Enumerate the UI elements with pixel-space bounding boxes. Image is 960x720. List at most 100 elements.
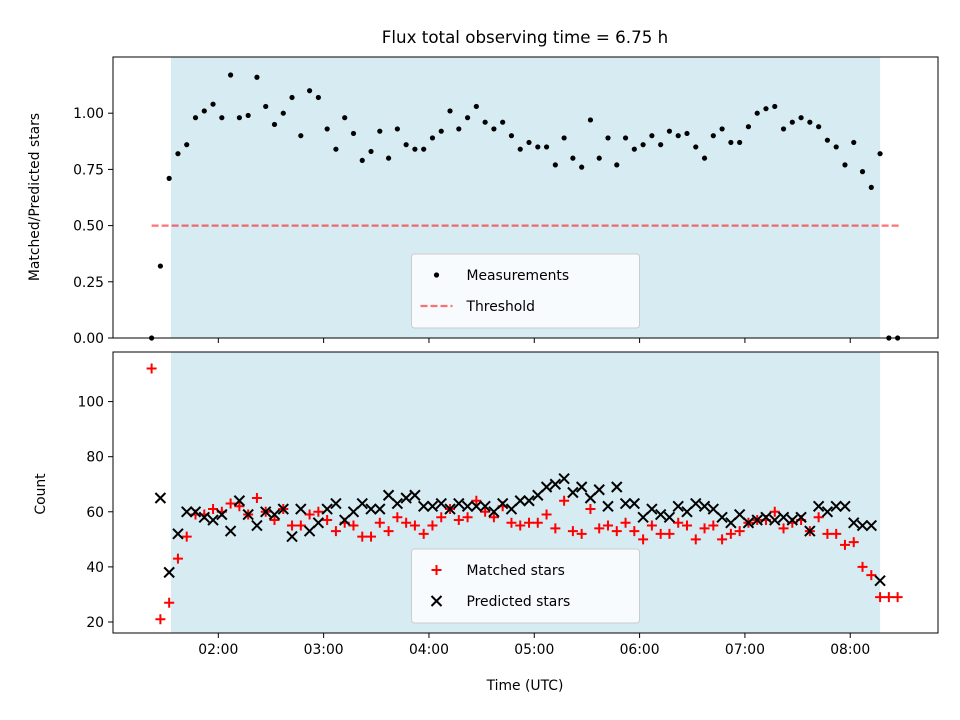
predicted-star-point [479, 500, 491, 512]
matched-star-point [550, 523, 561, 534]
matched-star-point [603, 520, 613, 531]
measurement-point [816, 124, 822, 130]
predicted-star-point [628, 497, 641, 510]
predicted-star-point [338, 514, 351, 526]
predicted-star-point [496, 497, 509, 510]
matched-star-point [287, 520, 298, 531]
y-tick-label: 20 [86, 615, 104, 631]
measurement-point [684, 130, 690, 137]
bottom-panel: Count Time (UTC) 02:00 03:00 04:00 05:00 06:… [33, 351, 939, 694]
matched-star-point [374, 517, 385, 528]
matched-star-point [690, 534, 701, 545]
measurement-point [350, 130, 357, 137]
measurement-point [412, 146, 418, 152]
legend-predicted-icon [430, 595, 443, 607]
predicted-star-point [453, 497, 465, 510]
measurement-point [429, 135, 436, 141]
legend-matched-icon [431, 565, 442, 575]
legend-box [411, 253, 640, 329]
x-tick-label: 03:00 [304, 642, 344, 658]
predicted-star-point [690, 497, 702, 510]
predicted-star-point [374, 503, 386, 515]
predicted-star-point [593, 484, 605, 496]
predicted-star-point [356, 497, 368, 510]
predicted-star-point [698, 500, 711, 512]
predicted-star-point [444, 503, 456, 515]
measurement-point [491, 126, 497, 132]
measurement-point [508, 133, 515, 139]
x-axis-label: Time (UTC) [486, 678, 564, 694]
matched-star-point [330, 526, 341, 537]
measurement-point [622, 135, 629, 141]
measurement-point [754, 110, 760, 116]
measurement-point [798, 115, 804, 121]
predicted-star-point [865, 519, 878, 532]
matched-star-point [348, 520, 359, 531]
predicted-star-point [523, 495, 535, 507]
predicted-star-point [461, 500, 474, 512]
measurement-point [552, 162, 558, 168]
matched-star-point [383, 526, 394, 537]
matched-star-point [471, 495, 482, 506]
predicted-star-point [409, 489, 421, 501]
matched-star-point [418, 528, 429, 539]
measurement-point [184, 142, 190, 148]
x-tick-label: 05:00 [514, 642, 554, 658]
predicted-star-point [382, 489, 395, 501]
top-y-axis-label: Matched/Predicted stars [27, 113, 43, 281]
measurement-point [728, 139, 734, 146]
measurement-point [526, 139, 532, 146]
predicted-star-point [874, 574, 886, 587]
measurement-point [868, 184, 874, 190]
predicted-star-point [584, 492, 597, 504]
measurement-point [587, 117, 594, 123]
y-tick-label: 80 [86, 450, 104, 466]
measurement-point [666, 128, 673, 134]
predicted-star-point [277, 503, 289, 515]
measurement-point [877, 151, 883, 157]
measurement-point [737, 139, 743, 146]
predicted-star-point [575, 481, 588, 493]
measurement-point [631, 146, 637, 152]
matched-star-point [892, 592, 903, 603]
matched-star-point [629, 526, 640, 537]
matched-star-point [480, 506, 491, 517]
measurement-point [614, 162, 620, 168]
matched-star-point [822, 528, 833, 539]
measurement-point [561, 135, 567, 141]
matched-star-point [436, 512, 447, 523]
measurement-point [368, 148, 374, 155]
matched-star-point [681, 520, 692, 531]
predicted-star-point [716, 511, 728, 524]
measurement-point [640, 142, 646, 148]
predicted-star-point [505, 503, 518, 515]
matched-star-point [304, 509, 315, 520]
predicted-star-point [295, 503, 307, 515]
measurement-point [166, 175, 172, 181]
measurement-point [464, 115, 471, 121]
predicted-star-point [804, 525, 816, 537]
measurement-point [324, 126, 330, 132]
measurement-point [605, 135, 611, 141]
matched-star-point [225, 498, 236, 509]
matched-star-point [322, 515, 333, 526]
measurement-point [658, 142, 664, 148]
matched-star-point [708, 520, 719, 531]
measurement-point [403, 142, 409, 148]
predicted-star-point [663, 511, 676, 524]
matched-star-point [778, 523, 789, 534]
top-panel: Matched/Predicted stars 0.00 0.25 0.50 0.75… [27, 56, 939, 347]
measurement-point [201, 108, 207, 114]
measurement-point [745, 124, 752, 130]
matched-star-point [717, 534, 728, 545]
matched-star-point [567, 526, 578, 537]
predicted-star-point [347, 506, 360, 518]
predicted-star-point [260, 506, 272, 518]
predicted-star-point [769, 514, 781, 526]
predicted-star-point [365, 503, 377, 515]
measurement-point [447, 108, 453, 114]
predicted-star-point [391, 497, 404, 510]
predicted-star-point [812, 500, 825, 512]
measurement-point [842, 162, 848, 168]
